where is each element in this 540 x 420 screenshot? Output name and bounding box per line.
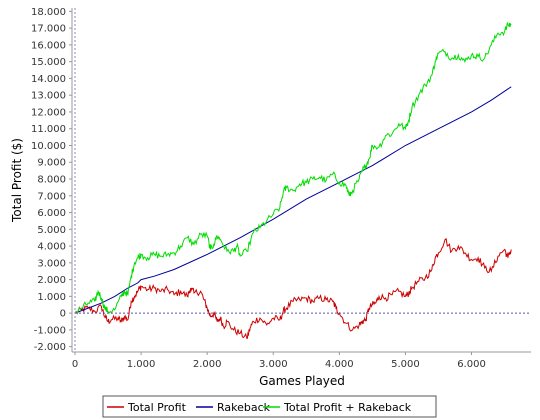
y-tick-label: 1.000	[37, 292, 66, 303]
y-tick-label: 8.000	[37, 175, 66, 186]
y-tick-label: 17.000	[31, 24, 66, 35]
y-tick-label: 18.000	[31, 7, 66, 18]
y-tick-label: 3.000	[37, 258, 66, 269]
x-tick-label: 3.000	[259, 359, 288, 370]
y-tick-label: 13.000	[31, 91, 66, 102]
y-axis-title: Total Profit ($)	[10, 138, 24, 223]
x-tick-label: 5.000	[391, 359, 420, 370]
y-tick-label: -1.000	[34, 325, 66, 336]
legend: Total Profit Rakeback Total Profit + Rakeb…	[102, 395, 437, 418]
x-tick-label: 1.000	[127, 359, 156, 370]
y-tick-label: 5.000	[37, 225, 66, 236]
y-tick-label: 11.000	[31, 124, 66, 135]
x-tick-label: 4.000	[325, 359, 354, 370]
axes-layer: -2.000 -1.000 0 1.000 2.000 3.000 4.000 5.000 6.…	[31, 7, 531, 370]
y-tick-label: 15.000	[31, 57, 66, 68]
y-tick-label: 6.000	[37, 208, 66, 219]
y-tick-label: 9.000	[37, 158, 66, 169]
legend-label-1: Total Profit	[127, 401, 187, 414]
x-tick-label: 0	[72, 359, 78, 370]
x-axis-title: Games Played	[259, 374, 345, 388]
y-tick-label: 12.000	[31, 107, 66, 118]
y-tick-label: 14.000	[31, 74, 66, 85]
series-line-1	[74, 238, 512, 339]
x-tick-label: 2.000	[193, 359, 222, 370]
y-tick-label: 4.000	[37, 242, 66, 253]
y-tick-label: 16.000	[31, 40, 66, 51]
plot-area	[72, 8, 532, 352]
series-line-3	[74, 22, 512, 315]
y-tick-label: 2.000	[37, 275, 66, 286]
series-layer	[74, 22, 512, 339]
y-tick-label: -2.000	[34, 342, 66, 353]
legend-label-2: Rakeback	[217, 401, 271, 414]
y-tick-label: 7.000	[37, 191, 66, 202]
y-tick-label: 0	[60, 309, 66, 320]
x-tick-label: 6.000	[457, 359, 486, 370]
y-tick-label: 10.000	[31, 141, 66, 152]
legend-label-3: Total Profit + Rakeback	[283, 401, 412, 414]
